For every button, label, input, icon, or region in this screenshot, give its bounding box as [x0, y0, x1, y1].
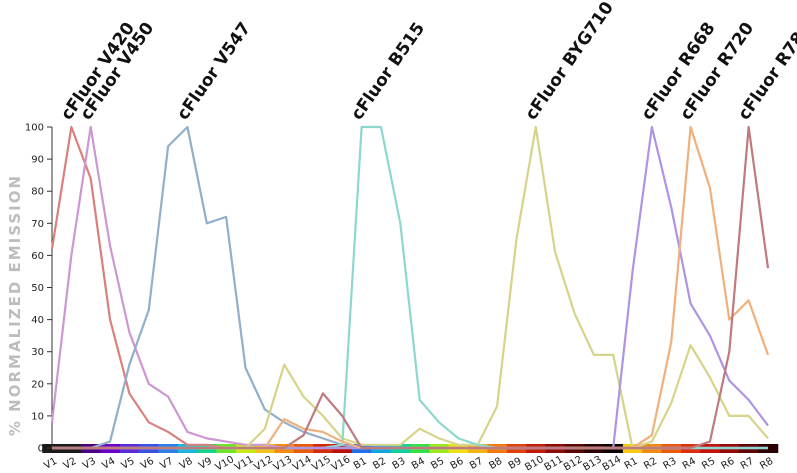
- y-tick-label: 10: [31, 411, 44, 422]
- series-line-cfluor-v420: [50, 125, 768, 450]
- y-tick-label: 90: [31, 155, 44, 166]
- x-tick-label-v6: V6: [139, 456, 156, 472]
- x-tick-label-v7: V7: [158, 456, 175, 472]
- spectrum-segment-r8: [758, 444, 779, 453]
- series-line-cfluor-r668: [52, 125, 769, 450]
- y-tick-label: 30: [31, 347, 44, 358]
- y-axis-label: % NORMALIZED EMISSION: [6, 174, 24, 436]
- x-tick-label-r5: R5: [700, 456, 717, 472]
- x-tick-label-v8: V8: [178, 456, 195, 472]
- y-tick-label: 20: [31, 379, 44, 390]
- x-tick-label-b7: B7: [468, 456, 485, 472]
- x-tick-label-v5: V5: [120, 456, 137, 472]
- series-lines: [50, 125, 770, 450]
- x-tick-label-b9: B9: [507, 456, 524, 472]
- x-tick-label-r7: R7: [739, 456, 756, 472]
- y-tick-label: 70: [31, 219, 44, 230]
- x-tick-label-b5: B5: [429, 456, 446, 472]
- y-tick-label: 0: [38, 444, 44, 455]
- x-tick-label-b8: B8: [487, 456, 504, 472]
- x-tick-label-b4: B4: [410, 456, 427, 472]
- dye-label-cfluor-b515: cFluor B515: [347, 19, 429, 124]
- series-line-cfluor-v450: [50, 125, 768, 450]
- y-tick-label: 50: [31, 283, 44, 294]
- x-tick-label-b14: B14: [601, 454, 623, 473]
- y-tick-label: 80: [31, 187, 44, 198]
- y-tick-label: 60: [31, 251, 44, 262]
- x-tick-label-r6: R6: [720, 456, 737, 472]
- series-line-cfluor-r720: [52, 125, 770, 450]
- series-line-cfluor-v547: [52, 125, 768, 450]
- x-tick-label-v3: V3: [81, 456, 98, 472]
- x-tick-label-v1: V1: [42, 456, 59, 472]
- y-tick-label: 40: [31, 315, 44, 326]
- x-tick-label-v4: V4: [100, 456, 117, 472]
- x-tick-label-v9: V9: [197, 456, 214, 472]
- x-tick-label-b6: B6: [449, 456, 466, 472]
- x-tick-label-r2: R2: [642, 456, 659, 472]
- x-tick-label-b1: B1: [352, 456, 369, 472]
- x-tick-label-b3: B3: [391, 456, 408, 472]
- dye-label-cfluor-v547: cFluor V547: [173, 19, 255, 124]
- y-ticks: 0 10 20 30 40 50 60 70 80 90 100: [25, 123, 52, 455]
- x-tick-label-r4: R4: [681, 456, 698, 472]
- series-line-cfluor-r780: [52, 125, 770, 450]
- dye-label-cfluor-byg710: cFluor BYG710: [521, 0, 617, 124]
- series-line-cfluor-b515: [52, 125, 768, 450]
- x-tick-label-b2: B2: [371, 456, 388, 472]
- series-line-cfluor-byg710: [52, 125, 769, 450]
- x-tick-label-v16: V16: [330, 454, 352, 473]
- x-tick-label-r1: R1: [623, 456, 640, 472]
- x-tick-label-r8: R8: [758, 456, 775, 472]
- y-tick-label: 100: [25, 123, 44, 134]
- x-tick-label-v2: V2: [62, 456, 79, 472]
- x-tick-label-r3: R3: [661, 456, 678, 472]
